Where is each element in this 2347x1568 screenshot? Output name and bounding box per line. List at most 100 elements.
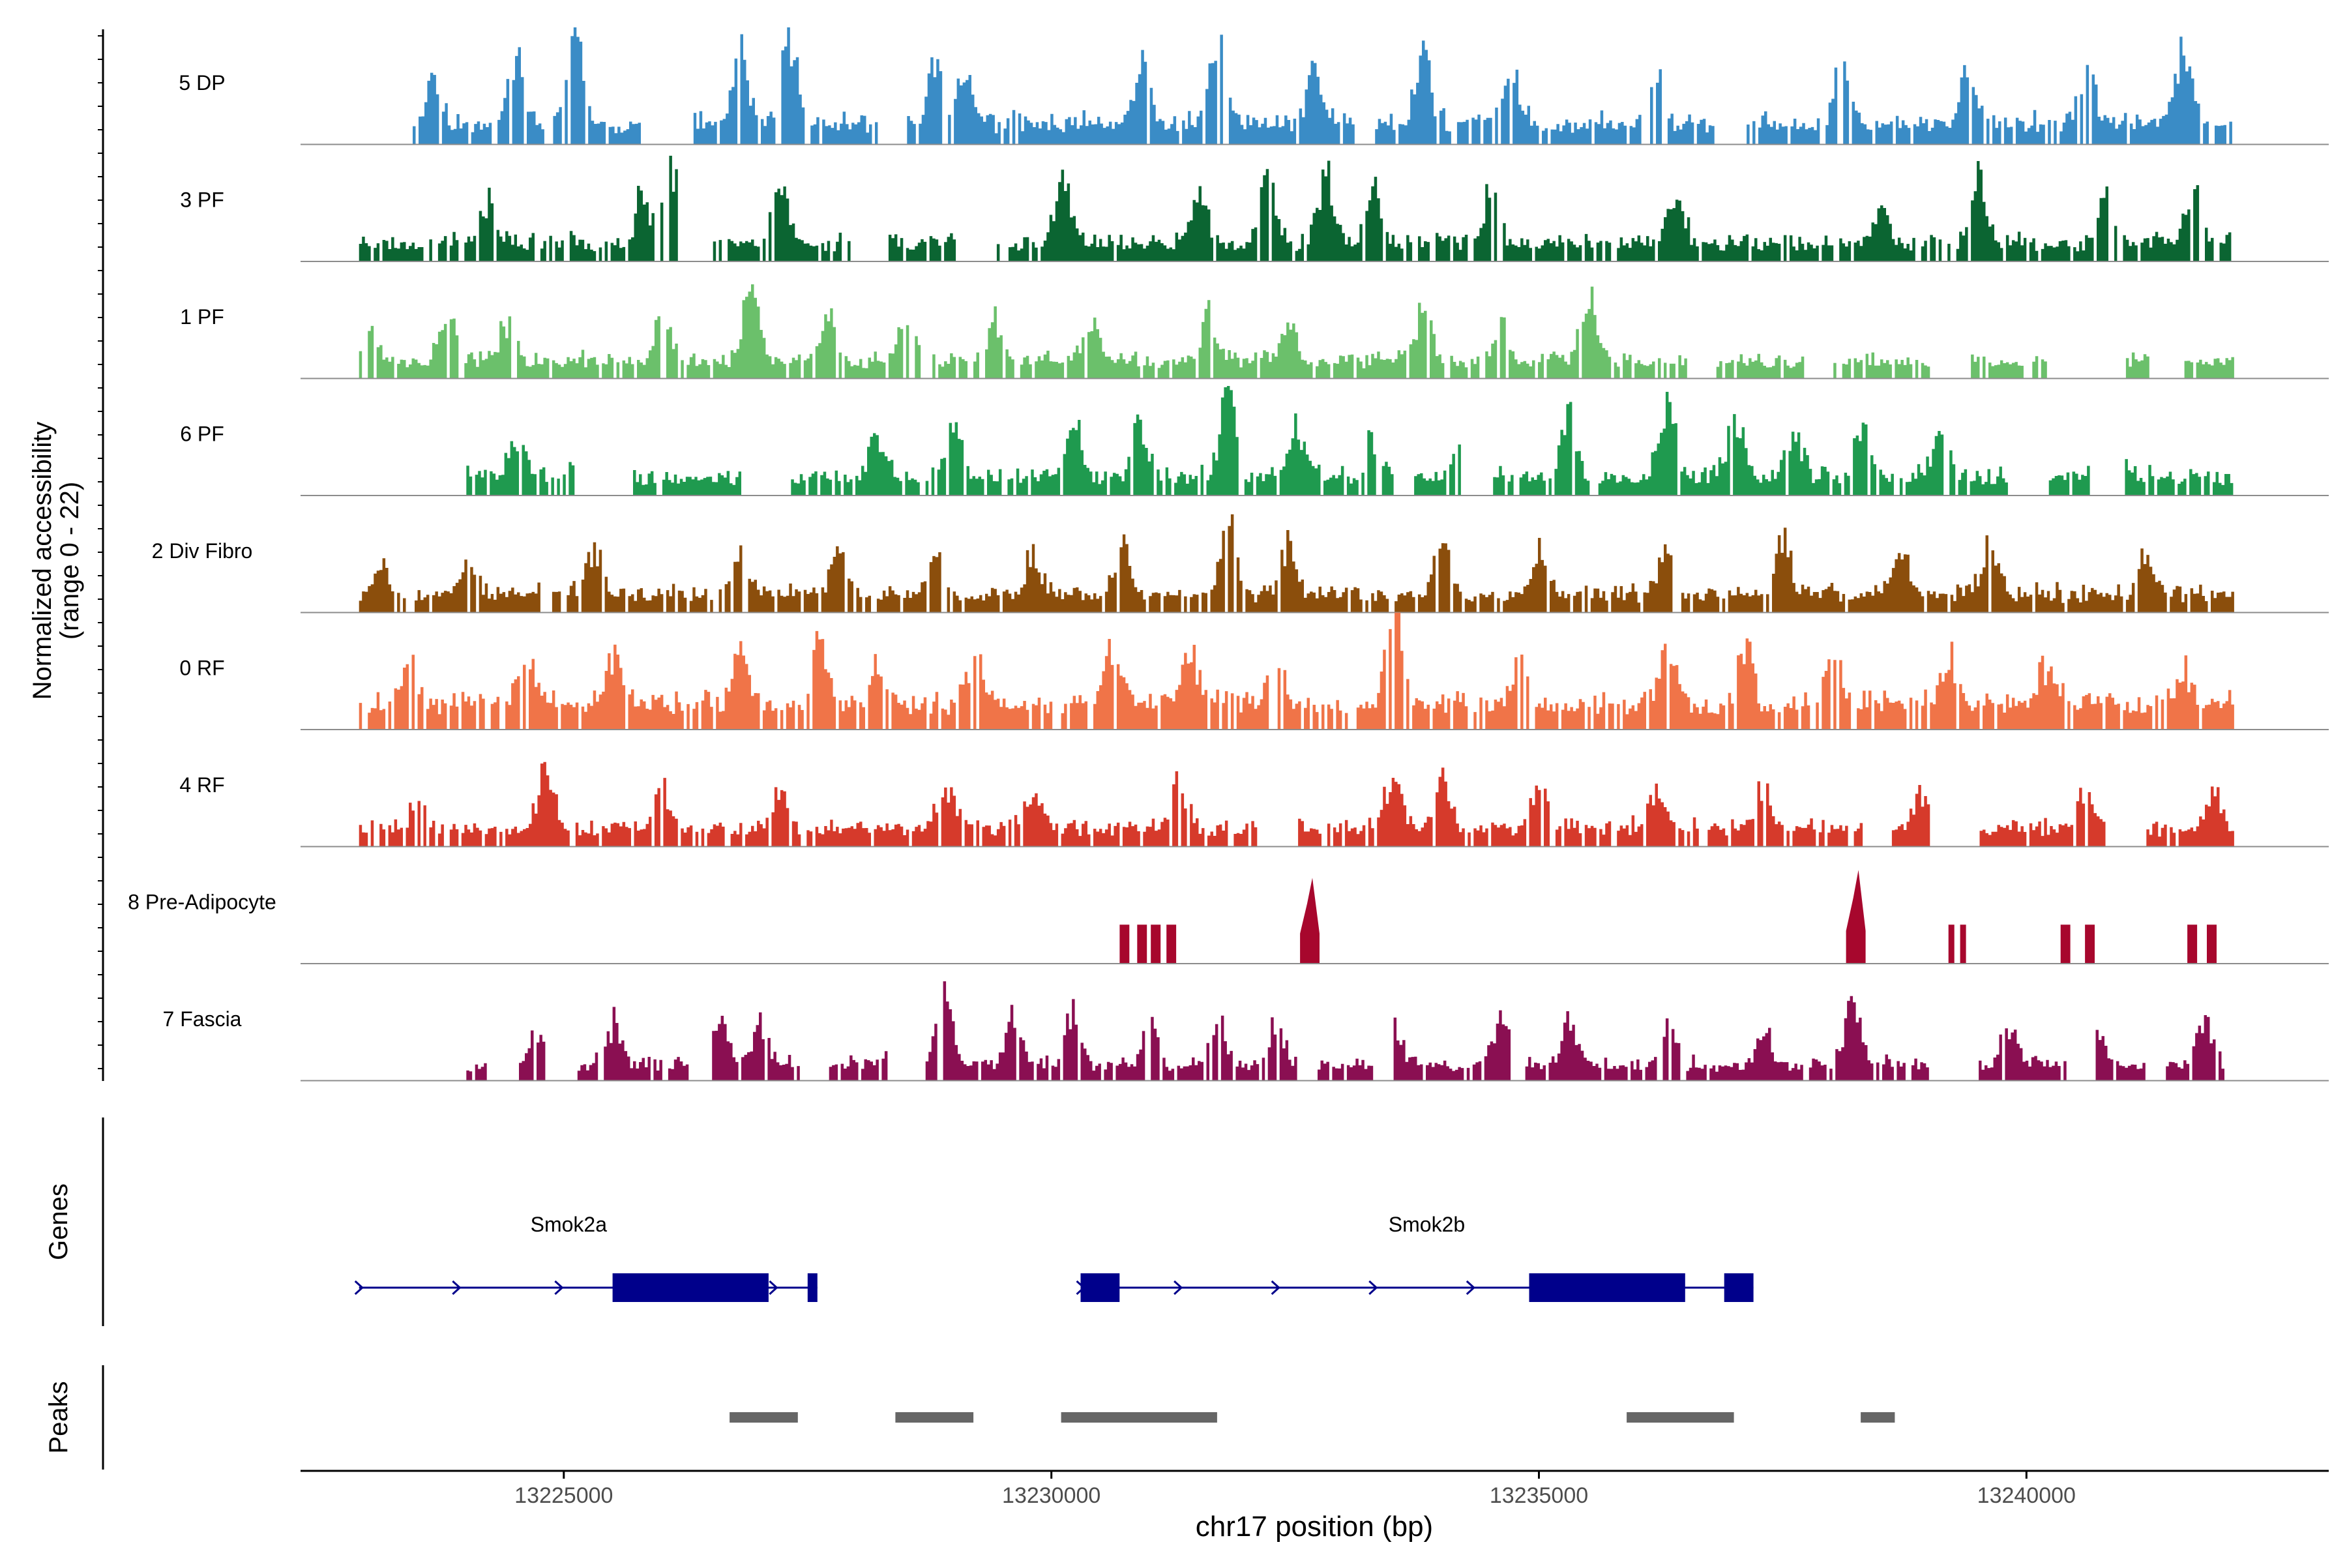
coverage-area (1172, 355, 1196, 379)
coverage-area (976, 820, 979, 847)
coverage-area (1783, 696, 1799, 730)
coverage-area (1839, 660, 1852, 730)
coverage-area (1783, 356, 1805, 379)
coverage-area (1669, 363, 1675, 379)
coverage-area (1216, 227, 1258, 261)
coverage-area (575, 820, 599, 847)
coverage-area (1182, 110, 1203, 145)
coverage-area (359, 703, 362, 730)
coverage-area (686, 703, 690, 730)
coverage-area (1365, 600, 1368, 613)
coverage-area (1587, 707, 1591, 730)
coverage-area (1002, 544, 1102, 613)
coverage-area (1464, 596, 1477, 613)
coverage-area (865, 595, 871, 613)
coverage-area (748, 578, 775, 613)
coverage-area (2067, 701, 2071, 730)
coverage-area (479, 187, 494, 261)
coverage-area (786, 700, 795, 730)
coverage-area (701, 828, 705, 847)
coverage-area (1163, 589, 1181, 613)
coverage-area (1835, 996, 1874, 1081)
coverage-area (1453, 584, 1462, 613)
coverage-area (762, 239, 766, 261)
coverage-area (1406, 235, 1413, 261)
coverage-area (1344, 713, 1348, 730)
coverage-area (695, 831, 699, 847)
coverage-area (1070, 695, 1087, 730)
coverage-area (1087, 318, 1140, 379)
coverage-area (505, 676, 520, 730)
coverage-area (1198, 300, 1211, 379)
coverage-area (553, 107, 562, 145)
coverage-area (821, 546, 845, 613)
track-label-0-rf: 0 RF (179, 657, 224, 680)
coverage-area (429, 239, 432, 261)
coverage-area (669, 155, 678, 261)
coverage-area (1031, 698, 1041, 730)
coverage-area (1895, 357, 1913, 379)
coverage-area (2029, 818, 2074, 847)
coverage-area (441, 103, 469, 145)
peak-track: Peaks (44, 1365, 1895, 1470)
coverage-area (855, 433, 902, 496)
coverage-area (1584, 233, 1594, 261)
coverage-area (1409, 303, 1427, 379)
peak-track-label: Peaks (44, 1381, 73, 1453)
coverage-area (761, 111, 776, 145)
coverage-area (906, 325, 909, 379)
coverage-area (1930, 235, 1936, 261)
coverage-area (1544, 788, 1550, 847)
coverage-area (561, 702, 579, 730)
coverage-area (1617, 235, 1655, 261)
peak-region (1861, 1412, 1895, 1423)
coverage-area (359, 558, 394, 613)
coverage-area (437, 236, 447, 261)
coverage-area (868, 654, 883, 730)
coverage-area (527, 111, 544, 145)
coverage-area (1080, 1043, 1101, 1081)
coverage-area (733, 545, 743, 613)
coverage-area (1921, 241, 1927, 261)
coverage-area (1149, 592, 1161, 613)
coverage-area (1897, 1061, 1906, 1081)
coverage-area (660, 202, 664, 261)
coverage-area (1037, 1056, 1049, 1081)
coverage-area (1667, 113, 1694, 145)
track-3-pf: 3 PF (180, 155, 2329, 262)
coverage-area (987, 469, 1002, 496)
coverage-area (1222, 691, 1228, 730)
coverage-area (1190, 804, 1205, 847)
coverage-area (1206, 1043, 1209, 1081)
coverage-area (1716, 361, 1722, 379)
coverage-area (821, 241, 831, 261)
coverage-area (745, 818, 769, 847)
coverage-area (1853, 823, 1863, 847)
coverage-area (1157, 469, 1163, 496)
coverage-area (1375, 113, 1396, 145)
coverage-area (388, 702, 392, 730)
coverage-area (523, 664, 526, 730)
coverage-area (2211, 591, 2234, 613)
coverage-area (2097, 186, 2108, 261)
coverage-area (1438, 543, 1451, 613)
coverage-area (2015, 110, 2045, 145)
coverage-area (1681, 593, 1690, 613)
coverage-area (1949, 450, 1956, 496)
coverage-area (844, 475, 853, 496)
coverage-area (568, 462, 575, 496)
track-4-rf: 4 RF (179, 762, 2329, 848)
coverage-area (2125, 583, 2135, 613)
coverage-area (958, 357, 967, 379)
coverage-area (1023, 793, 1059, 847)
coverage-area (1783, 235, 1787, 261)
coverage-area (1538, 353, 1544, 379)
coverage-area (397, 323, 447, 379)
coverage-area (1432, 694, 1451, 730)
coverage-area (1361, 473, 1365, 496)
coverage-area (1206, 386, 1239, 496)
coverage-area (1876, 1062, 1880, 1081)
coverage-area (1304, 698, 1310, 730)
